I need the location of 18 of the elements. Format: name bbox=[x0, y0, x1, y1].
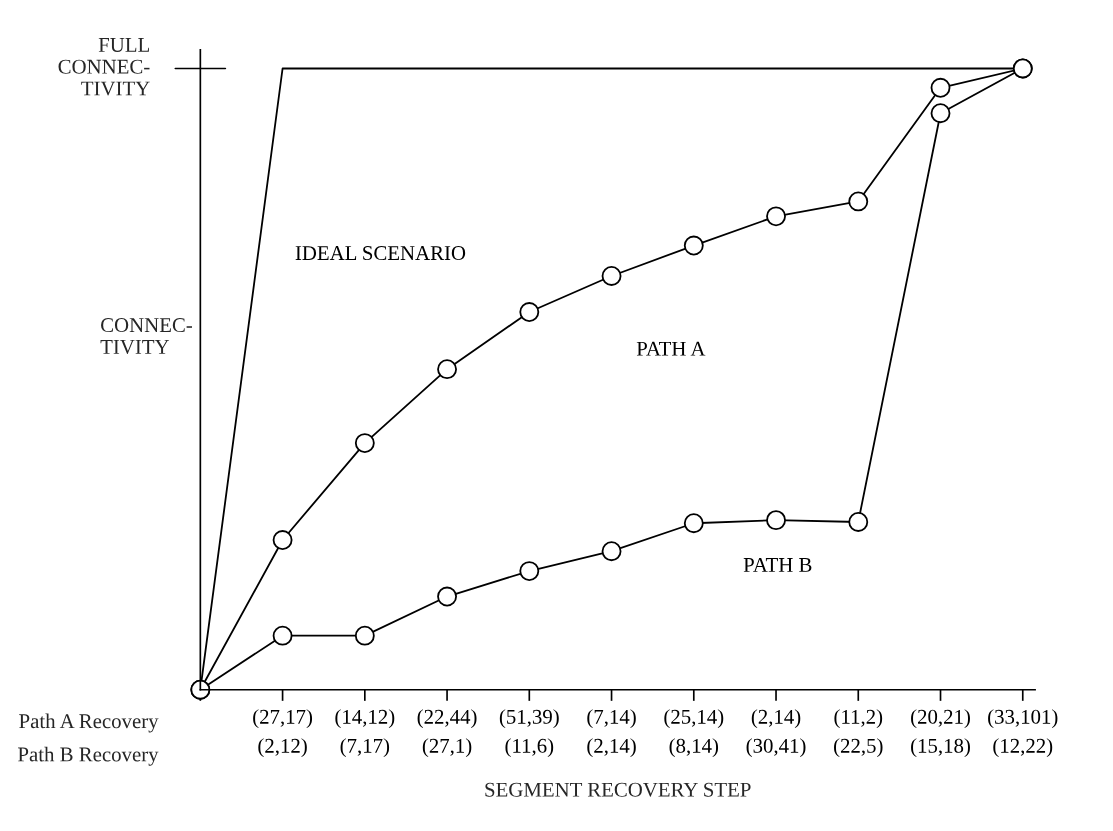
x-tick-label: (2,14) (30,41) bbox=[746, 709, 806, 758]
text: PATH A bbox=[636, 341, 706, 356]
x-tick-label: (7,14) (2,14) bbox=[587, 709, 636, 758]
x-tick-label: (22,44) (27,1) bbox=[417, 709, 477, 758]
text: Path B Recovery bbox=[18, 746, 159, 766]
x-tick-label: (14,12) (7,17) bbox=[335, 709, 395, 758]
x-tick-label: (33,101) (12,22) bbox=[988, 709, 1058, 758]
x-tick-label: (11,2) (22,5) bbox=[834, 709, 883, 758]
x-axis-title: SEGMENT RECOVERY STEP bbox=[485, 782, 751, 797]
series-label: IDEAL SCENARIO bbox=[295, 246, 466, 261]
x-tick-label: (51,39) (11,6) bbox=[499, 709, 559, 758]
series-label: PATH B bbox=[743, 557, 812, 572]
text: FULL CONNEC- TIVITY bbox=[58, 38, 150, 96]
y-axis-title: CONNEC- TIVITY bbox=[100, 318, 193, 355]
x-tick-label: (25,14) (8,14) bbox=[664, 709, 724, 758]
x-tick-label: (27,17) (2,12) bbox=[253, 709, 313, 758]
text: Path A Recovery bbox=[19, 713, 159, 733]
x-tick-label: (20,21) (15,18) bbox=[911, 709, 970, 758]
